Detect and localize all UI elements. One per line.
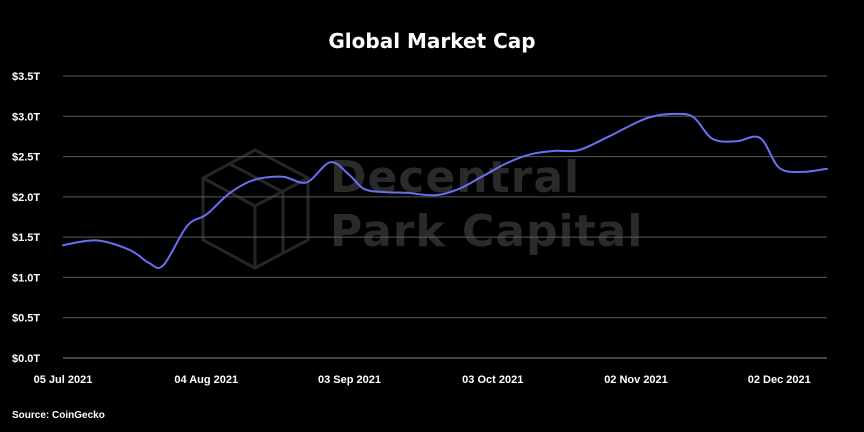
y-tick-label: $1.0T	[12, 272, 40, 284]
source-note: Source: CoinGecko	[12, 410, 105, 421]
x-axis-ticks: 05 Jul 2021 04 Aug 2021 03 Sep 2021 03 Oct …	[34, 374, 811, 386]
watermark-line-1: Decentral	[330, 152, 580, 203]
x-tick-label: 03 Sep 2021	[318, 374, 381, 386]
x-tick-label: 02 Dec 2021	[748, 374, 811, 386]
y-tick-label: $2.0T	[12, 192, 40, 204]
y-tick-label: $2.5T	[12, 152, 40, 164]
watermark-logo	[201, 148, 310, 270]
x-tick-label: 02 Nov 2021	[604, 374, 668, 386]
y-tick-label: $1.5T	[12, 232, 40, 244]
x-tick-label: 05 Jul 2021	[34, 374, 93, 386]
y-tick-label: $3.0T	[12, 111, 40, 123]
y-axis-ticks: $0.0T $0.5T $1.0T $1.5T $2.0T $2.5T $3.0T $3.5T	[12, 71, 40, 365]
watermark: Decentral Park Capital	[201, 148, 643, 270]
y-tick-label: $3.5T	[12, 71, 40, 83]
grid-lines	[63, 75, 827, 359]
y-tick-label: $0.0T	[12, 353, 40, 365]
watermark-line-2: Park Capital	[330, 206, 643, 257]
x-tick-label: 04 Aug 2021	[174, 374, 238, 386]
chart-title: Global Market Cap	[328, 29, 535, 53]
series-layer	[62, 112, 828, 269]
x-tick-label: 03 Oct 2021	[462, 374, 523, 386]
series-line-0	[62, 112, 828, 269]
y-tick-label: $0.5T	[12, 313, 40, 325]
